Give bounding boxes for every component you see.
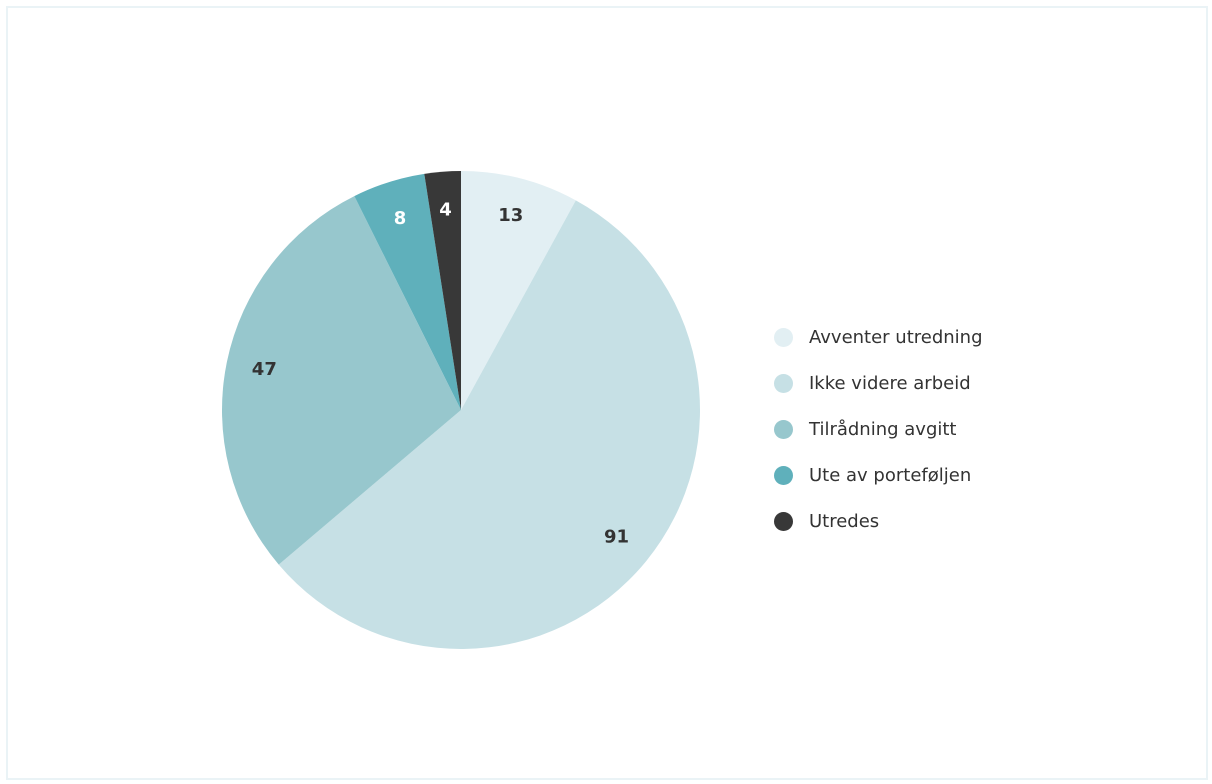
- pie-value-label-tilradning-avgitt: 47: [252, 359, 277, 380]
- legend-swatch-icon: [774, 373, 793, 393]
- pie-value-label-utredes: 4: [439, 199, 452, 220]
- legend-label: Ikke videre arbeid: [809, 372, 971, 394]
- legend-swatch-icon: [774, 511, 793, 531]
- pie-slice-ute-av-portefoljen: [354, 173, 461, 410]
- legend-item-ute-av-portefoljen: Ute av porteføljen: [774, 452, 983, 498]
- legend-swatch-icon: [774, 465, 793, 485]
- legend-label: Tilrådning avgitt: [809, 418, 957, 440]
- pie-slices: [222, 171, 701, 650]
- chart-legend: Avventer utredning Ikke videre arbeid Tilr…: [774, 314, 983, 544]
- pie-value-label-ikke-videre-arbeid: 91: [604, 526, 629, 547]
- pie-value-label-ute-av-portefoljen: 8: [394, 208, 407, 229]
- legend-item-avventer-utredning: Avventer utredning: [774, 314, 983, 360]
- legend-label: Utredes: [809, 510, 880, 532]
- pie-slice-ikke-videre-arbeid: [278, 200, 701, 650]
- pie-slice-labels: 13 91 47 8 4: [252, 199, 629, 547]
- legend-swatch-icon: [774, 327, 793, 347]
- pie-slice-avventer-utredning: [461, 171, 576, 410]
- legend-item-ikke-videre-arbeid: Ikke videre arbeid: [774, 360, 983, 406]
- legend-swatch-icon: [774, 419, 793, 439]
- pie-slice-utredes: [424, 171, 461, 410]
- legend-label: Ute av porteføljen: [809, 464, 972, 486]
- legend-item-utredes: Utredes: [774, 498, 983, 544]
- pie-value-label-avventer-utredning: 13: [498, 205, 523, 226]
- legend-item-tilradning-avgitt: Tilrådning avgitt: [774, 406, 983, 452]
- pie-slice-tilradning-avgitt: [222, 196, 461, 565]
- legend-label: Avventer utredning: [809, 326, 983, 348]
